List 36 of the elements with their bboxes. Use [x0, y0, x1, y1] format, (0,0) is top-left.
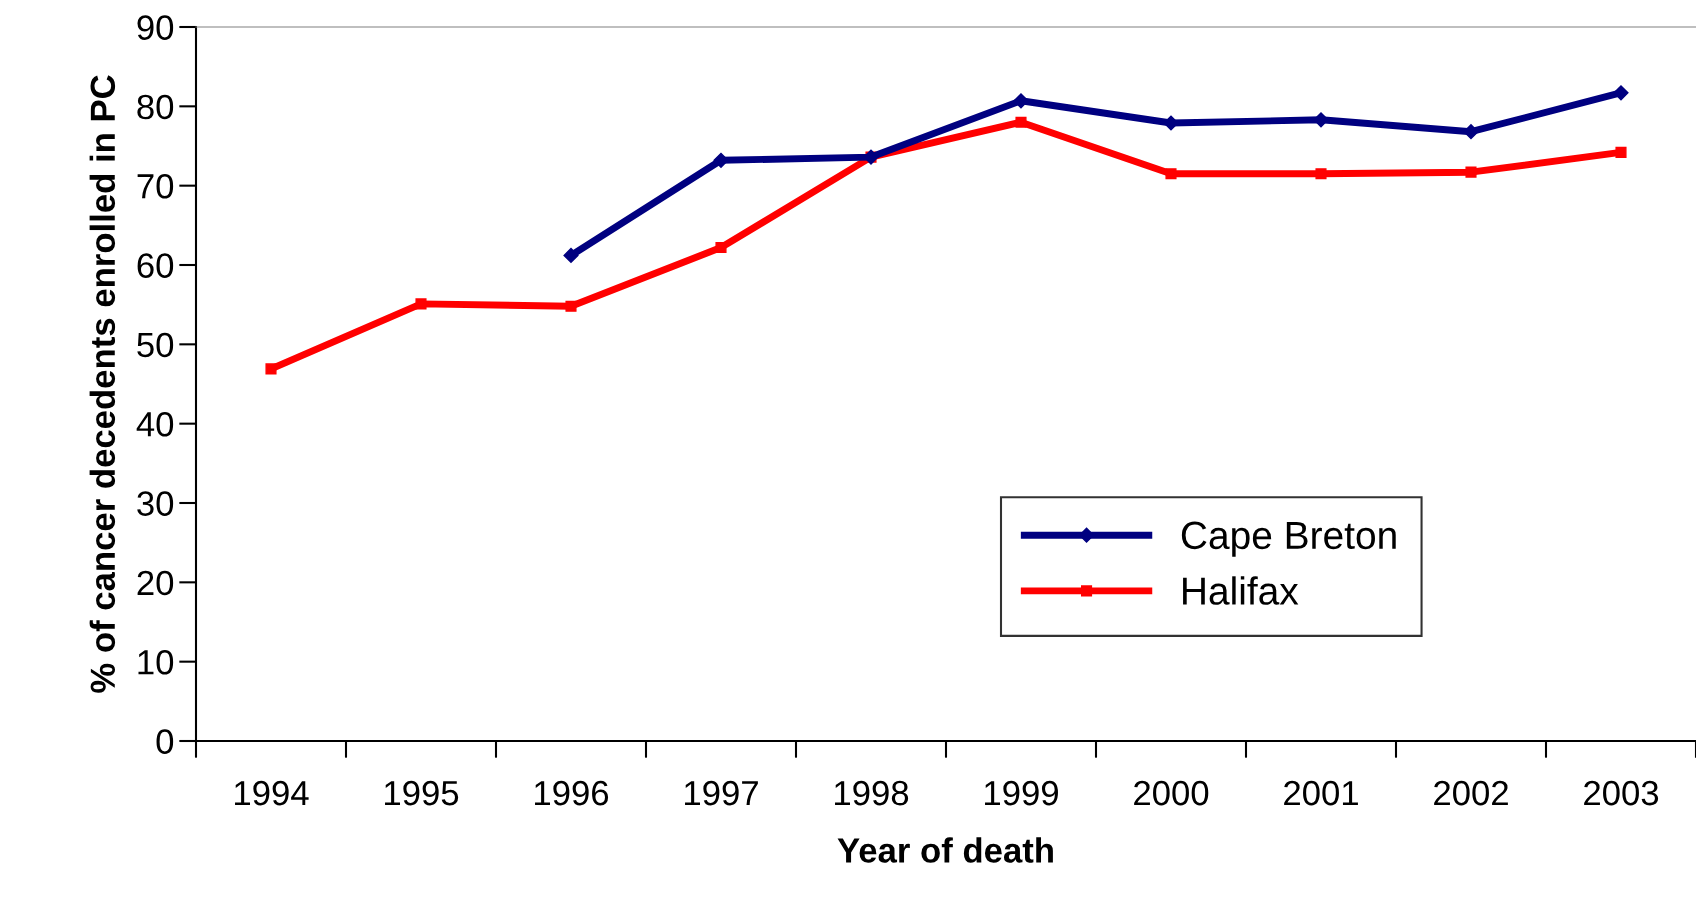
x-axis-title: Year of death: [837, 837, 1053, 863]
y-tick-label: 10: [138, 650, 174, 675]
y-axis-title: % of cancer decedents enrolled in PC: [89, 75, 116, 693]
legend-label: Halifax: [1183, 576, 1299, 605]
x-tick-label: 1996: [535, 780, 609, 806]
y-tick-label: 40: [136, 412, 174, 437]
y-tick-label: 60: [137, 253, 174, 278]
point: [565, 300, 577, 312]
y-tick-label: 80: [137, 94, 174, 120]
y-tick-label: 20: [137, 570, 174, 596]
point: [265, 363, 277, 375]
y-tick-label: 70: [137, 174, 174, 199]
x-tick-label: 2002: [1434, 780, 1508, 806]
point: [1165, 168, 1177, 180]
y-tick-label: 50: [137, 332, 174, 358]
point: [563, 247, 579, 264]
y-tick-label: 0: [156, 729, 174, 754]
x-tick-label: 1995: [385, 780, 459, 806]
x-tick-label: 1999: [985, 780, 1058, 806]
y-tick-label: 30: [137, 491, 174, 516]
x-tick-label: 2001: [1284, 780, 1358, 806]
point: [1463, 124, 1479, 140]
point: [415, 298, 427, 310]
x-tick-label: 2003: [1584, 780, 1659, 806]
x-tick-label: 1998: [835, 780, 909, 806]
x-tick-label: 1997: [685, 780, 758, 806]
point: [715, 241, 727, 254]
point: [1613, 85, 1629, 101]
point: [1615, 146, 1627, 158]
point: [1315, 168, 1327, 180]
point: [1465, 166, 1477, 178]
legend-label: Cape Breton: [1181, 521, 1396, 557]
x-tick-label: 1994: [235, 780, 309, 806]
y-tick-label: 90: [137, 15, 174, 40]
x-tick-label: 2000: [1134, 780, 1209, 806]
point: [1015, 116, 1027, 128]
